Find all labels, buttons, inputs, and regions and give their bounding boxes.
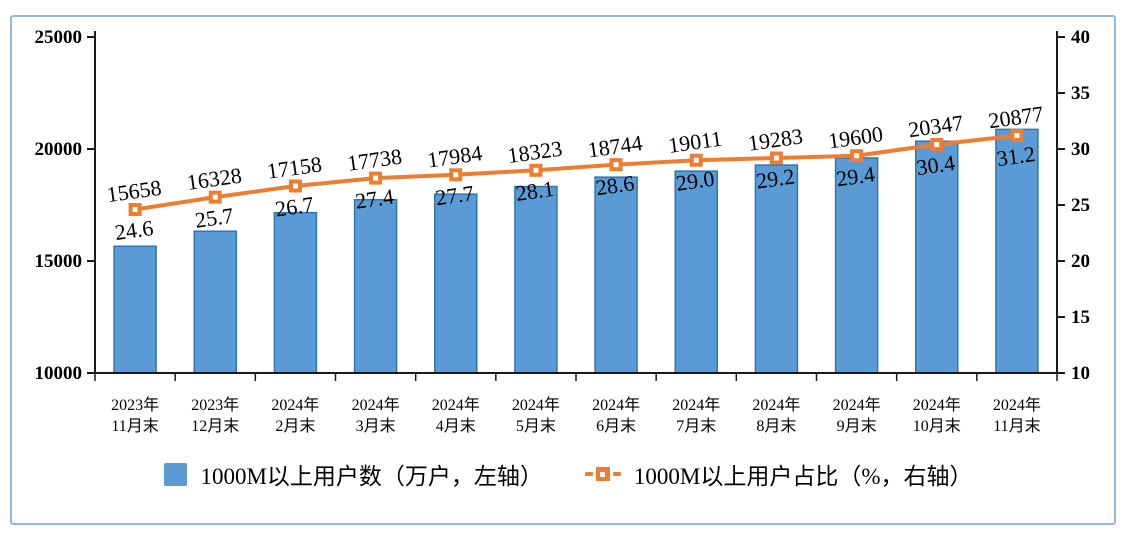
left-axis-label: 20000: [35, 139, 83, 160]
bar-value-label: 20347: [907, 110, 965, 142]
x-category-label-year: 2024年: [672, 396, 720, 414]
bar-column: [353, 198, 398, 374]
bar-column: [273, 211, 318, 374]
bar-value-label: 20877: [987, 101, 1045, 133]
bar-value-label: 17738: [346, 143, 404, 175]
right-axis-label: 20: [1071, 251, 1090, 272]
left-axis-label: 10000: [35, 363, 83, 384]
line-marker-center: [693, 157, 699, 163]
percent-value-label: 31.2: [995, 141, 1037, 171]
line-marker-center: [773, 155, 779, 161]
x-category-label-month: 9月末: [837, 417, 877, 435]
x-category-label-month: 2月末: [275, 417, 315, 435]
bar-value-label: 19283: [746, 123, 804, 155]
x-category-label-month: 4月末: [436, 417, 476, 435]
x-category-label-month: 8月末: [756, 417, 796, 435]
x-category-label-year: 2024年: [833, 396, 881, 414]
x-category-label-year: 2024年: [271, 396, 319, 414]
line-marker-center: [613, 162, 619, 168]
percent-value-label: 28.1: [514, 176, 556, 206]
bar-column: [674, 170, 718, 374]
bar-column: [193, 230, 237, 374]
line-dash-icon: [584, 472, 593, 476]
bar-series-swatch-icon: [164, 462, 188, 486]
bar-value-label: 17158: [265, 151, 323, 183]
line-marker-center: [453, 172, 459, 178]
line-marker-center: [934, 142, 940, 148]
x-category-label-month: 12月末: [191, 417, 239, 435]
percent-value-label: 24.6: [113, 215, 155, 245]
x-category-label-month: 11月末: [993, 417, 1040, 435]
x-category-label-year: 2024年: [592, 396, 640, 414]
x-category-label-month: 7月末: [676, 417, 716, 435]
right-axis-label: 30: [1071, 139, 1090, 160]
left-axis-label: 25000: [35, 27, 83, 48]
bar-value-label: 19011: [667, 126, 724, 158]
legend-item-users: 1000M以上用户数（万户，左轴）: [164, 457, 543, 491]
line-marker-center: [212, 194, 218, 200]
bar-column: [834, 157, 879, 374]
x-category-label-month: 11月末: [111, 417, 158, 435]
x-category-label-year: 2024年: [752, 396, 800, 414]
x-category-label-month: 3月末: [356, 417, 396, 435]
percent-value-label: 27.7: [434, 180, 476, 210]
percent-value-label: 25.7: [193, 203, 235, 233]
line-series-swatch-icon: [584, 467, 621, 481]
bar-column: [594, 176, 638, 374]
x-category-label-year: 2023年: [191, 396, 239, 414]
right-axis-label: 25: [1071, 195, 1090, 216]
right-axis-label: 10: [1071, 363, 1090, 384]
x-category-label-month: 10月末: [913, 417, 961, 435]
bar-column: [915, 140, 959, 374]
line-marker-center: [854, 153, 860, 159]
legend-item-share: 1000M以上用户占比（%，右轴）: [584, 457, 973, 491]
right-axis-label: 40: [1071, 27, 1090, 48]
line-marker-center: [132, 206, 138, 212]
bar-value-label: 17984: [426, 140, 484, 172]
percent-value-label: 29.4: [835, 161, 877, 191]
right-axis-label: 35: [1071, 83, 1090, 104]
line-marker-center: [292, 183, 298, 189]
line-marker-center: [373, 175, 379, 181]
legend-label-share: 1000M以上用户占比（%，右轴）: [633, 464, 973, 489]
left-axis-label: 15000: [35, 251, 83, 272]
x-category-label-year: 2024年: [432, 396, 480, 414]
x-category-label-year: 2023年: [111, 396, 159, 414]
bar-value-label: 18744: [586, 130, 644, 162]
line-marker-center: [533, 167, 539, 173]
line-square-marker-icon: [595, 467, 610, 481]
percent-value-label: 30.4: [915, 150, 957, 180]
x-category-label-month: 5月末: [516, 417, 556, 435]
percent-value-label: 29.0: [674, 166, 716, 196]
bar-value-label: 18323: [506, 136, 564, 168]
bar-value-label: 19600: [827, 121, 885, 153]
bar-column: [514, 185, 558, 374]
percent-value-label: 26.7: [274, 191, 316, 221]
bar-column: [754, 164, 799, 374]
x-category-label-year: 2024年: [993, 396, 1041, 414]
x-category-label-month: 6月末: [596, 417, 636, 435]
legend-label-users: 1000M以上用户数（万户，左轴）: [200, 464, 543, 489]
bar-value-label: 15658: [105, 175, 163, 207]
percent-value-label: 29.2: [755, 163, 797, 193]
bar-column: [113, 245, 157, 374]
x-category-label-year: 2024年: [512, 396, 560, 414]
bar-column: [434, 193, 478, 374]
line-marker-center: [1014, 133, 1020, 139]
chart-legend: 1000M以上用户数（万户，左轴） 1000M以上用户占比（%，右轴）: [0, 451, 1137, 497]
x-category-label-year: 2024年: [352, 396, 400, 414]
bar-value-label: 16328: [185, 163, 243, 195]
right-axis-label: 15: [1071, 307, 1090, 328]
percent-value-label: 27.4: [354, 184, 396, 214]
percent-value-label: 28.6: [594, 170, 636, 200]
x-category-label-year: 2024年: [913, 396, 961, 414]
percent-line: [134, 133, 1018, 212]
line-dash-icon: [612, 472, 621, 476]
